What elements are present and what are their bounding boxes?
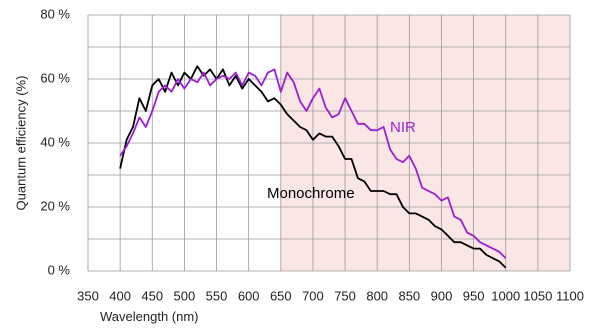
series-label: NIR <box>390 119 416 136</box>
data-line <box>119 68 507 259</box>
x-axis-label: Wavelength (nm) <box>100 309 199 324</box>
x-tick-label: 550 <box>206 288 228 303</box>
x-tick-label: 1100 <box>556 288 584 303</box>
data-line <box>119 65 507 269</box>
x-tick-label: 400 <box>109 288 131 303</box>
x-tick-label: 450 <box>141 288 163 303</box>
x-tick-label: 500 <box>174 288 196 303</box>
series-label: Monochrome <box>267 185 355 202</box>
x-tick-label: 650 <box>270 288 292 303</box>
y-tick-label: 80 % <box>40 6 70 21</box>
y-tick-label: 60 % <box>40 70 70 85</box>
x-tick-label: 600 <box>238 288 260 303</box>
x-tick-label: 700 <box>302 288 324 303</box>
y-axis-label: Quantum efficiency (%) <box>13 76 28 211</box>
x-tick-label: 900 <box>431 288 453 303</box>
x-tick-label: 950 <box>463 288 485 303</box>
y-tick-label: 20 % <box>40 198 70 213</box>
x-tick-label: 1000 <box>491 288 520 303</box>
x-tick-label: 800 <box>366 288 388 303</box>
x-tick-label: 1050 <box>523 288 552 303</box>
x-tick-label: 850 <box>398 288 420 303</box>
y-tick-label: 40 % <box>40 134 70 149</box>
x-tick-label: 750 <box>334 288 356 303</box>
y-tick-label: 0 % <box>48 262 71 277</box>
x-tick-label: 350 <box>77 288 99 303</box>
